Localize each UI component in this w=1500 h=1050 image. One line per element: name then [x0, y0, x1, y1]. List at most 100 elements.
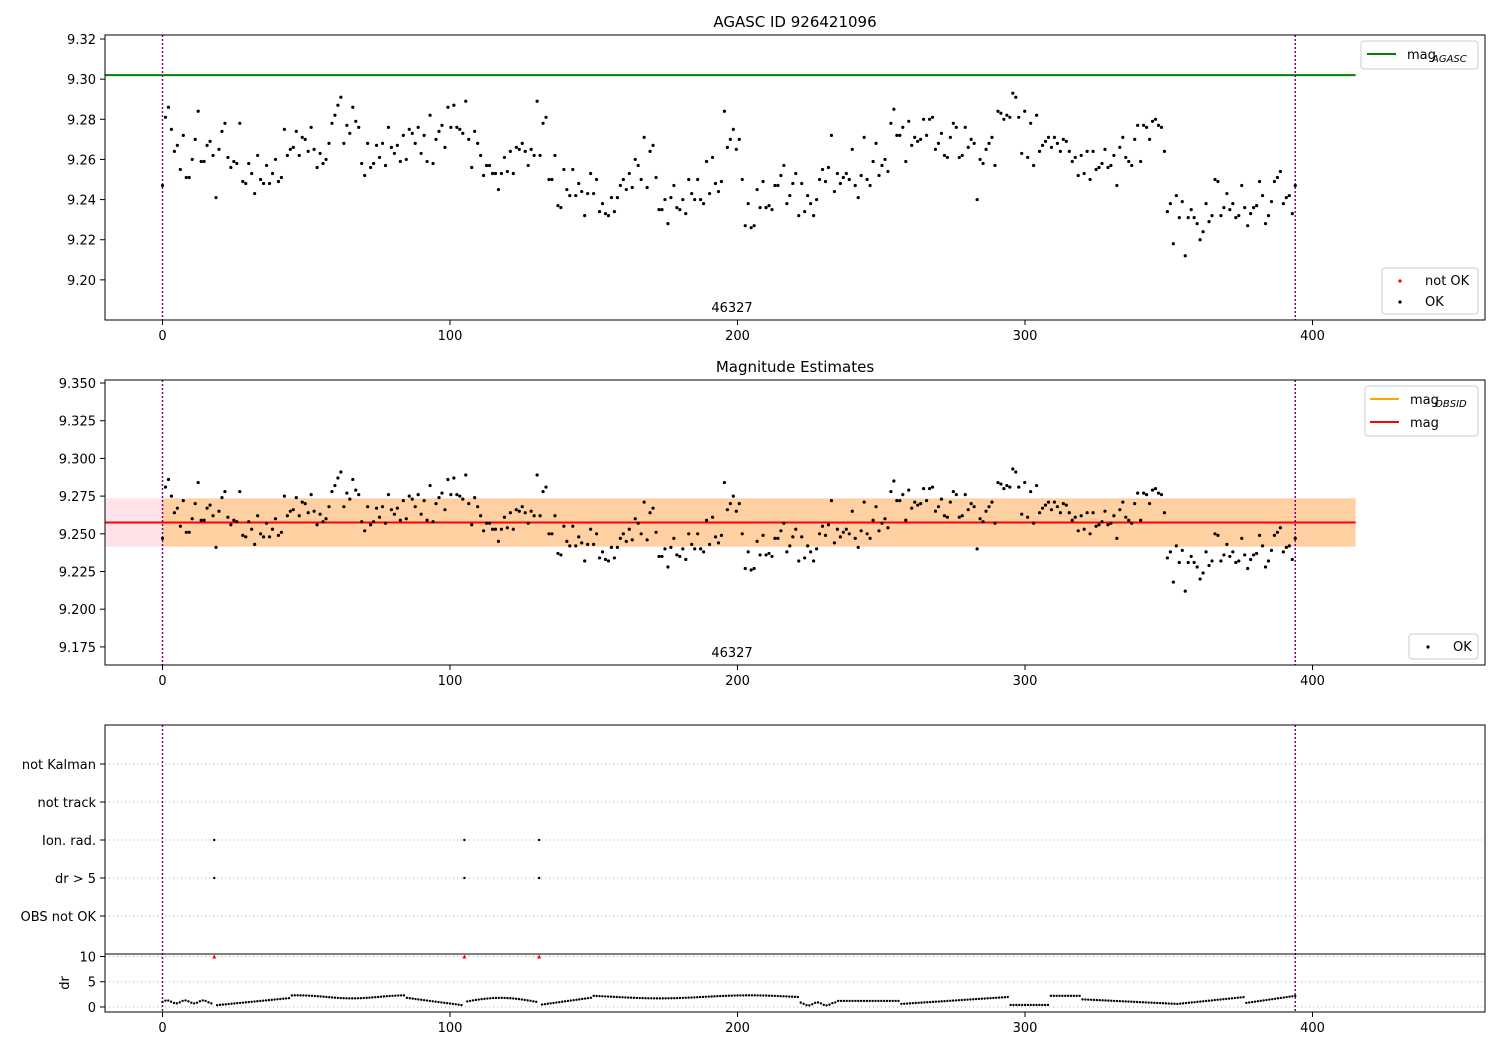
p1-point-ok [1293, 183, 1297, 188]
p2-point-ok [484, 521, 489, 525]
dr-point [517, 997, 521, 1001]
p2-point-ok [1020, 512, 1024, 516]
p2-point-ok [1204, 550, 1208, 554]
dr-point [612, 995, 616, 999]
dr-point [673, 996, 676, 1000]
dr-point [667, 997, 670, 1000]
dr-point [773, 994, 777, 998]
p1-point-ok [978, 157, 982, 162]
dr-point [414, 997, 417, 1001]
p1-point-ok [261, 181, 266, 186]
p1-point-ok [508, 149, 512, 154]
dr-point [503, 996, 506, 1000]
dr-point [181, 999, 184, 1003]
p1-point-ok [505, 169, 509, 174]
p1-point-ok [517, 147, 521, 152]
p1-point-ok [238, 121, 242, 125]
p2-point-ok [541, 489, 545, 494]
dr-point [276, 998, 279, 1001]
p1-ytick-label-2: 9.24 [67, 194, 96, 209]
dr-point [253, 1000, 256, 1003]
dr-point [353, 997, 357, 1000]
p2-point-ok [1097, 523, 1101, 527]
dr-point [724, 994, 728, 998]
p1-point-ok [1043, 139, 1048, 143]
dr-point [977, 997, 981, 1001]
p1-xtick-label-300: 300 [1013, 329, 1038, 344]
p1-point-ok [1165, 210, 1170, 214]
p2-point-ok [247, 520, 251, 524]
p1-point-ok [264, 163, 269, 168]
p2-point-ok [351, 477, 355, 482]
p2-point-ok [461, 497, 465, 501]
p1-point-ok [363, 173, 367, 178]
p1-point-ok [383, 163, 388, 168]
dr-point [543, 1002, 547, 1006]
dr-point [834, 1001, 837, 1004]
p2-point-ok [250, 527, 254, 531]
p2-point-ok [749, 568, 753, 572]
dr-point [466, 1000, 469, 1003]
p2-point-ok [806, 544, 810, 548]
p1-point-ok [562, 167, 566, 172]
p1-xtick-label-400: 400 [1300, 329, 1325, 344]
p1-point-ok [990, 135, 994, 139]
p1-point-ok [1026, 155, 1030, 160]
dr-point [842, 999, 846, 1003]
p2-point-ok [788, 544, 792, 548]
p1-point-ok [877, 173, 881, 178]
p1-point-ok [1002, 117, 1006, 121]
p2-point-ok [389, 508, 394, 512]
dr-point [1029, 1003, 1032, 1007]
dr-point [480, 997, 483, 1001]
p2-point-ok [687, 532, 691, 536]
p1-point-ok [487, 163, 492, 168]
dr-point [299, 994, 302, 997]
dr-point [1233, 996, 1237, 1000]
p2-point-ok [930, 485, 935, 489]
p1-point-ok [898, 133, 902, 137]
p1-point-ok [737, 137, 741, 141]
dr-point [376, 995, 380, 999]
dr-point [802, 1002, 805, 1006]
dr-point [1176, 1002, 1179, 1006]
p2-point-ok [1115, 536, 1119, 540]
p2-point-ok [924, 499, 929, 503]
dr-point [606, 995, 610, 998]
p1-point-ok [1046, 135, 1051, 139]
p2-point-ok [1011, 467, 1015, 471]
p1-point-ok [449, 125, 453, 129]
p2-point-ok [1201, 571, 1205, 575]
dr-point [831, 1001, 834, 1005]
p1-point-ok [957, 155, 961, 160]
p1-point-ok [413, 141, 417, 145]
dr-point [934, 1000, 938, 1003]
p2-point-ok [960, 514, 964, 518]
dr-point [187, 1000, 190, 1003]
dr-point [888, 999, 892, 1003]
p2-point-ok [776, 536, 780, 540]
dr-point [1256, 1000, 1260, 1003]
dr-point [877, 999, 880, 1003]
p1-point-ok [199, 159, 203, 164]
p1-point-ok [529, 147, 533, 152]
p1-point-ok [1055, 141, 1060, 145]
legend-label-ok: OK [1425, 295, 1444, 310]
p2-point-ok [499, 527, 504, 531]
p1-point-ok [725, 145, 729, 149]
p2-point-ok [969, 502, 973, 506]
p1-point-ok [312, 147, 316, 152]
p1-point-ok [1260, 193, 1265, 198]
dr-point [1242, 995, 1245, 999]
p2-ytick-label-0: 9.175 [59, 641, 96, 656]
p2-point-ok [892, 479, 896, 483]
dr-point [1006, 995, 1009, 999]
p1-point-ok [428, 113, 432, 117]
dr-point [854, 999, 857, 1003]
dr-point [891, 999, 894, 1003]
dr-point [1078, 994, 1081, 998]
p1-point-ok [734, 147, 738, 152]
dr-point [1023, 1003, 1027, 1007]
p2-point-ok [1237, 559, 1241, 563]
p1-point-ok [1085, 149, 1089, 154]
